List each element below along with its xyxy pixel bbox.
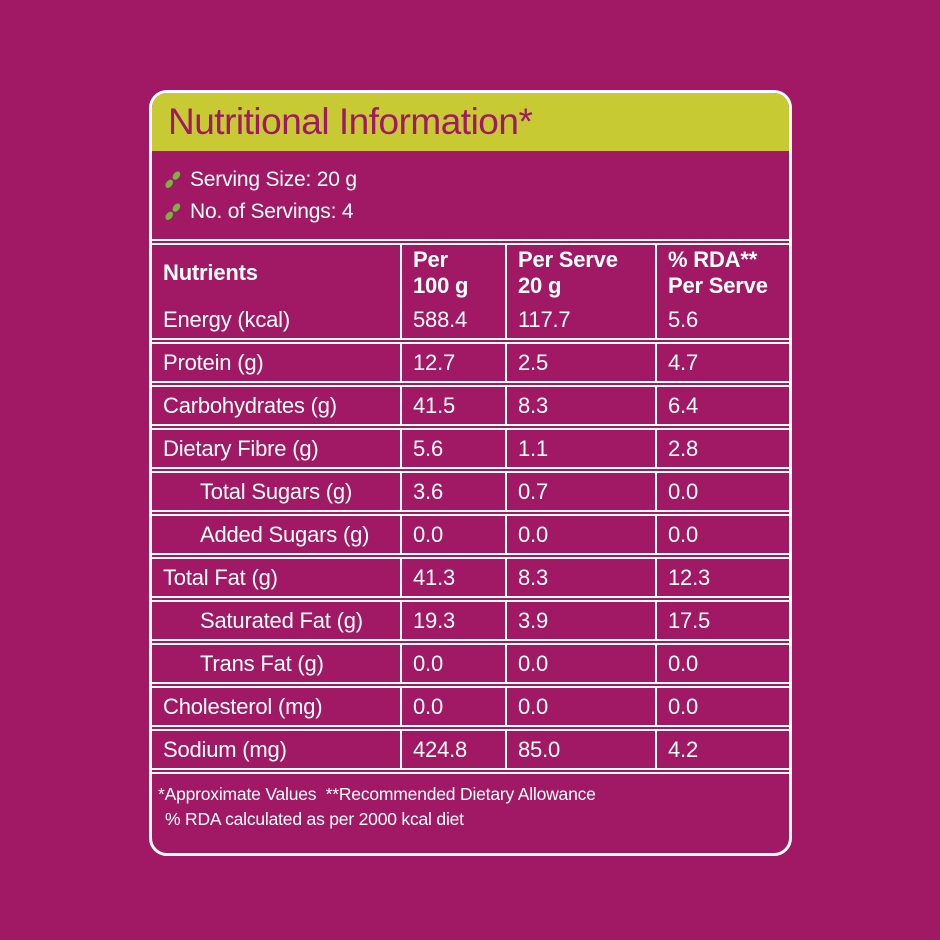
- nutrient-name: Trans Fat (g): [200, 650, 324, 676]
- table-header-row: Nutrients Per 100 g Per Serve 20 g % RDA…: [152, 245, 789, 301]
- footnote-rda-basis: % RDA calculated as per 2000 kcal diet: [165, 809, 464, 829]
- value-per-100g: 588.4: [400, 301, 505, 338]
- value-per-100g: 41.3: [400, 559, 505, 596]
- nutrition-label-panel: Nutritional Information* Serving Size: 2…: [149, 90, 792, 856]
- value-rda-per-serve: 0.0: [655, 688, 789, 725]
- value-per-serve: 0.0: [505, 645, 655, 682]
- table-body: Energy (kcal) 588.4 117.7 5.6 Protein (g) 12.…: [152, 301, 789, 768]
- value-per-100g: 424.8: [400, 731, 505, 768]
- value-rda-per-serve: 4.2: [655, 731, 789, 768]
- value-per-100g: 0.0: [400, 688, 505, 725]
- nutrient-name: Dietary Fibre (g): [163, 435, 319, 461]
- nutrient-name: Sodium (mg): [163, 736, 287, 762]
- table-row: Sodium (mg) 424.8 85.0 4.2: [152, 725, 789, 768]
- servings-count-text: No. of Servings: 4: [190, 200, 354, 223]
- table-row: Trans Fat (g) 0.0 0.0 0.0: [152, 639, 789, 682]
- value-rda-per-serve: 12.3: [655, 559, 789, 596]
- value-per-serve: 8.3: [505, 387, 655, 424]
- leaf-icon: [165, 171, 181, 188]
- value-per-100g: 41.5: [400, 387, 505, 424]
- table-row: Cholesterol (mg) 0.0 0.0 0.0: [152, 682, 789, 725]
- value-per-100g: 0.0: [400, 645, 505, 682]
- value-per-serve: 117.7: [505, 301, 655, 338]
- value-per-serve: 3.9: [505, 602, 655, 639]
- value-per-serve: 2.5: [505, 344, 655, 381]
- nutrient-name: Added Sugars (g): [200, 521, 370, 547]
- column-header-line: Per: [413, 247, 448, 272]
- value-rda-per-serve: 0.0: [655, 473, 789, 510]
- value-rda-per-serve: 5.6: [655, 301, 789, 338]
- value-rda-per-serve: 2.8: [655, 430, 789, 467]
- nutrient-name: Carbohydrates (g): [163, 392, 337, 418]
- value-rda-per-serve: 4.7: [655, 344, 789, 381]
- table-row: Energy (kcal) 588.4 117.7 5.6: [152, 301, 789, 338]
- value-per-100g: 19.3: [400, 602, 505, 639]
- table-row: Total Fat (g) 41.3 8.3 12.3: [152, 553, 789, 596]
- nutrient-name: Protein (g): [163, 349, 264, 375]
- value-per-serve: 0.0: [505, 516, 655, 553]
- serving-size-text: Serving Size: 20 g: [190, 168, 357, 191]
- servings-count-line: No. of Servings: 4: [163, 196, 789, 228]
- serving-info-section: Serving Size: 20 g No. of Servings: 4: [152, 151, 789, 239]
- nutrient-name: Total Sugars (g): [200, 478, 353, 504]
- serving-size-line: Serving Size: 20 g: [163, 164, 789, 196]
- nutrient-name: Cholesterol (mg): [163, 693, 323, 719]
- footnote-approximate-values: *Approximate Values **Recommended Dietar…: [158, 784, 596, 804]
- column-header-nutrients: Nutrients: [152, 245, 400, 301]
- value-per-100g: 12.7: [400, 344, 505, 381]
- value-rda-per-serve: 6.4: [655, 387, 789, 424]
- column-header-line: Per Serve: [668, 273, 768, 298]
- value-per-serve: 85.0: [505, 731, 655, 768]
- title-bar: Nutritional Information*: [152, 93, 789, 151]
- value-per-serve: 0.7: [505, 473, 655, 510]
- value-per-100g: 0.0: [400, 516, 505, 553]
- column-header-line: 100 g: [413, 273, 469, 298]
- value-rda-per-serve: 17.5: [655, 602, 789, 639]
- page-title: Nutritional Information*: [168, 101, 533, 142]
- table-row: Dietary Fibre (g) 5.6 1.1 2.8: [152, 424, 789, 467]
- value-per-serve: 1.1: [505, 430, 655, 467]
- value-per-serve: 8.3: [505, 559, 655, 596]
- nutrient-name: Saturated Fat (g): [200, 607, 363, 633]
- table-row: Added Sugars (g) 0.0 0.0 0.0: [152, 510, 789, 553]
- table-row: Carbohydrates (g) 41.5 8.3 6.4: [152, 381, 789, 424]
- column-header-per-100g: Per 100 g: [400, 245, 505, 301]
- nutrient-name: Energy (kcal): [163, 306, 290, 332]
- value-per-100g: 3.6: [400, 473, 505, 510]
- value-per-serve: 0.0: [505, 688, 655, 725]
- column-header-rda: % RDA** Per Serve: [655, 245, 789, 301]
- column-header-line: % RDA**: [668, 247, 758, 272]
- table-row: Total Sugars (g) 3.6 0.7 0.0: [152, 467, 789, 510]
- value-per-100g: 5.6: [400, 430, 505, 467]
- table-row: Saturated Fat (g) 19.3 3.9 17.5: [152, 596, 789, 639]
- value-rda-per-serve: 0.0: [655, 516, 789, 553]
- table-row: Protein (g) 12.7 2.5 4.7: [152, 338, 789, 381]
- column-header-per-serve: Per Serve 20 g: [505, 245, 655, 301]
- nutrition-table: Nutrients Per 100 g Per Serve 20 g % RDA…: [152, 239, 789, 774]
- leaf-icon: [165, 203, 181, 220]
- column-header-line: 20 g: [518, 273, 562, 298]
- nutrient-name: Total Fat (g): [163, 564, 278, 590]
- column-header-line: Per Serve: [518, 247, 618, 272]
- value-rda-per-serve: 0.0: [655, 645, 789, 682]
- column-header-line: Nutrients: [163, 260, 258, 285]
- footnotes-section: *Approximate Values **Recommended Dietar…: [152, 774, 789, 853]
